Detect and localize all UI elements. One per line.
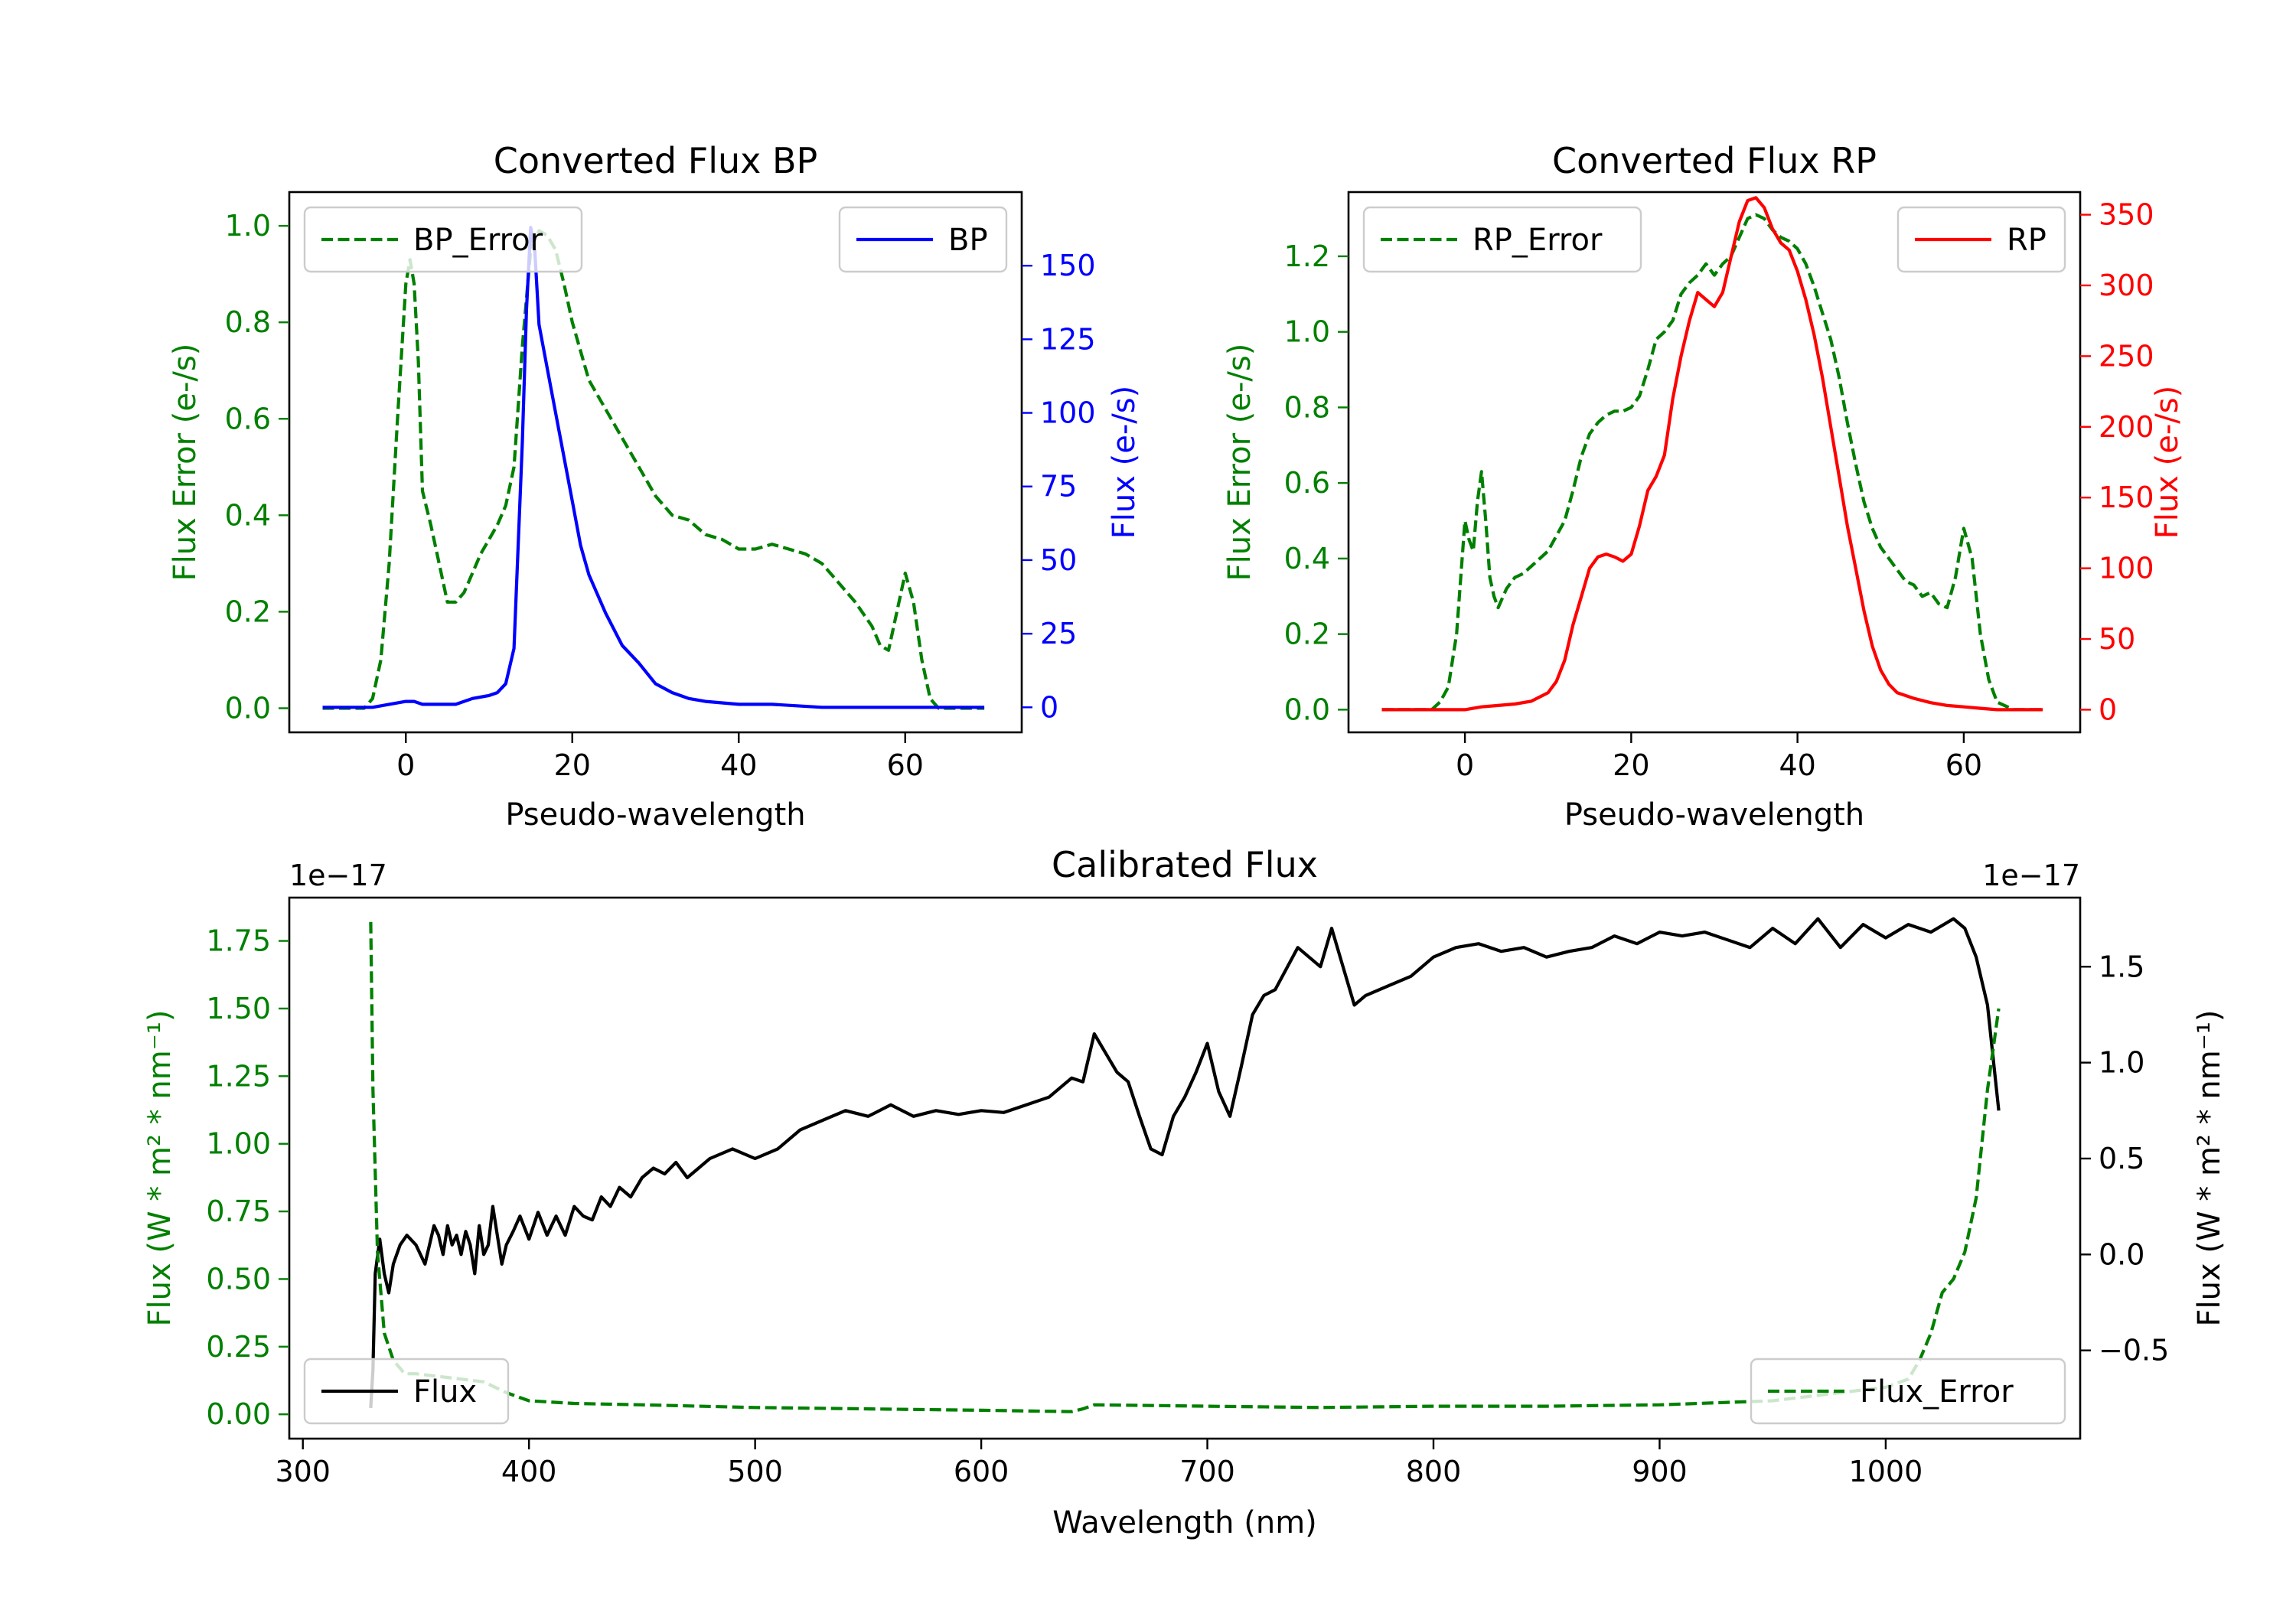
legend-bp-error: BP_Error — [303, 206, 583, 273]
y-right-tick-label: 75 — [1040, 470, 1077, 504]
y-left-tick-label: 0.6 — [1284, 466, 1330, 500]
y-right-tick-label: 350 — [2099, 198, 2154, 232]
x-axis-label: Wavelength (nm) — [1052, 1505, 1317, 1540]
y-left-tick-label: 1.00 — [206, 1127, 271, 1161]
x-tick-label: 0 — [396, 748, 415, 782]
y-left-tick-label: 0.8 — [1284, 390, 1330, 424]
y-right-tick-label: 0 — [2099, 693, 2117, 726]
y-left-tick-label: 0.4 — [225, 498, 271, 532]
x-tick-label: 700 — [1179, 1455, 1235, 1488]
series-line-bp — [322, 226, 985, 709]
y-right-tick-label: 0.0 — [2099, 1237, 2144, 1271]
legend-label: RP — [2007, 223, 2047, 258]
legend-rp: RP — [1896, 206, 2066, 273]
legend-box — [1750, 1358, 2066, 1425]
legend-bp: BP — [838, 206, 1008, 273]
y-right-tick-label: 1.0 — [2099, 1046, 2144, 1080]
y-right-tick-label: 50 — [1040, 543, 1077, 577]
x-tick-label: 400 — [501, 1455, 557, 1488]
chart-title: Converted Flux BP — [494, 140, 818, 181]
legend-label: RP_Error — [1473, 223, 1603, 258]
y-left-tick-label: 0.2 — [225, 595, 271, 628]
y-right-tick-label: 300 — [2099, 269, 2154, 302]
x-tick-label: 300 — [275, 1455, 331, 1488]
chart-title: Calibrated Flux — [1052, 844, 1318, 885]
x-tick-label: 600 — [954, 1455, 1009, 1488]
offset-label-left: 1e−17 — [289, 859, 387, 892]
series-line-rp — [1381, 196, 2043, 712]
chart-1: 0 20 40 60 0.0 0.2 0.4 0.6 0.8 1.0 0 25 50 75 100 125 15… — [168, 140, 1142, 833]
y-left-axis-label: Flux (W * m² * nm⁻¹) — [142, 1010, 178, 1327]
y-left-tick-label: 1.2 — [1284, 240, 1330, 273]
x-tick-label: 60 — [887, 748, 924, 782]
y-left-tick-label: 0.0 — [1284, 693, 1330, 726]
x-tick-label: 1000 — [1849, 1455, 1923, 1488]
chart-title: Converted Flux RP — [1552, 140, 1877, 181]
x-tick-label: 900 — [1632, 1455, 1688, 1488]
chart-2: 0 20 40 60 0.0 0.2 0.4 0.6 0.8 1.0 1.2 0 50 100 150 200… — [1222, 140, 2185, 833]
legend-label: Flux — [413, 1374, 477, 1410]
x-tick-label: 40 — [1779, 748, 1815, 782]
y-right-tick-label: 200 — [2099, 410, 2154, 444]
chart-3: 300 400 500 600 700 800 900 1000 0.00 0.25 0.50 0.7… — [142, 844, 2227, 1540]
legend-flux: Flux — [303, 1358, 510, 1425]
y-left-tick-label: 0.6 — [225, 402, 271, 435]
legend-label: Flux_Error — [1860, 1374, 2014, 1410]
legend-rp-error: RP_Error — [1362, 206, 1642, 273]
y-right-tick-label: 100 — [2099, 552, 2154, 585]
x-tick-label: 60 — [1945, 748, 1982, 782]
legend-label: BP — [948, 223, 988, 258]
series-line-rp-error — [1381, 213, 2043, 712]
y-left-tick-label: 0.00 — [206, 1397, 271, 1431]
y-left-tick-label: 1.0 — [1284, 315, 1330, 349]
y-left-tick-label: 0.50 — [206, 1262, 271, 1296]
y-right-tick-label: 150 — [2099, 481, 2154, 514]
legend-label: BP_Error — [413, 223, 543, 258]
x-tick-label: 0 — [1456, 748, 1474, 782]
y-left-tick-label: 0.75 — [206, 1195, 271, 1228]
legend-flux-error: Flux_Error — [1750, 1358, 2066, 1425]
y-left-tick-label: 1.50 — [206, 992, 271, 1025]
offset-label-right: 1e−17 — [1982, 859, 2080, 892]
x-tick-label: 20 — [554, 748, 591, 782]
y-right-tick-label: −0.5 — [2099, 1334, 2169, 1367]
y-left-axis-label: Flux Error (e-/s) — [1222, 344, 1257, 582]
y-right-tick-label: 250 — [2099, 339, 2154, 373]
x-axis-label: Pseudo-wavelength — [1564, 797, 1864, 833]
plot-frame — [1347, 191, 2082, 734]
y-left-tick-label: 0.0 — [225, 691, 271, 725]
legend-box — [303, 206, 583, 273]
y-right-tick-label: 125 — [1040, 322, 1096, 356]
y-right-axis-label: Flux (e-/s) — [1107, 386, 1142, 539]
series-line-flux — [369, 917, 2001, 1409]
y-right-axis-label: Flux (W * m² * nm⁻¹) — [2192, 1010, 2227, 1327]
y-right-tick-label: 0 — [1040, 690, 1058, 724]
y-left-tick-label: 0.4 — [1284, 542, 1330, 575]
x-tick-label: 800 — [1406, 1455, 1462, 1488]
y-left-axis-label: Flux Error (e-/s) — [168, 344, 203, 582]
series-line-bp-error — [322, 229, 985, 710]
y-right-axis-label: Flux (e-/s) — [2150, 386, 2185, 539]
y-right-tick-label: 1.5 — [2099, 950, 2144, 983]
legend-box — [303, 1358, 510, 1425]
y-right-tick-label: 150 — [1040, 249, 1096, 282]
y-left-tick-label: 0.25 — [206, 1330, 271, 1364]
y-left-tick-label: 1.25 — [206, 1059, 271, 1093]
y-left-tick-label: 0.8 — [225, 305, 271, 339]
y-right-tick-label: 0.5 — [2099, 1142, 2144, 1175]
plot-frame — [288, 191, 1023, 734]
y-right-tick-label: 50 — [2099, 622, 2135, 656]
y-right-tick-label: 25 — [1040, 617, 1077, 650]
legend-box — [1362, 206, 1642, 273]
x-tick-label: 20 — [1613, 748, 1649, 782]
x-tick-label: 40 — [720, 748, 757, 782]
plot-frame — [288, 896, 2082, 1440]
x-axis-label: Pseudo-wavelength — [505, 797, 805, 833]
y-left-tick-label: 1.0 — [225, 209, 271, 243]
x-tick-label: 500 — [727, 1455, 783, 1488]
y-left-tick-label: 0.2 — [1284, 618, 1330, 651]
y-right-tick-label: 100 — [1040, 396, 1096, 430]
y-left-tick-label: 1.75 — [206, 924, 271, 958]
